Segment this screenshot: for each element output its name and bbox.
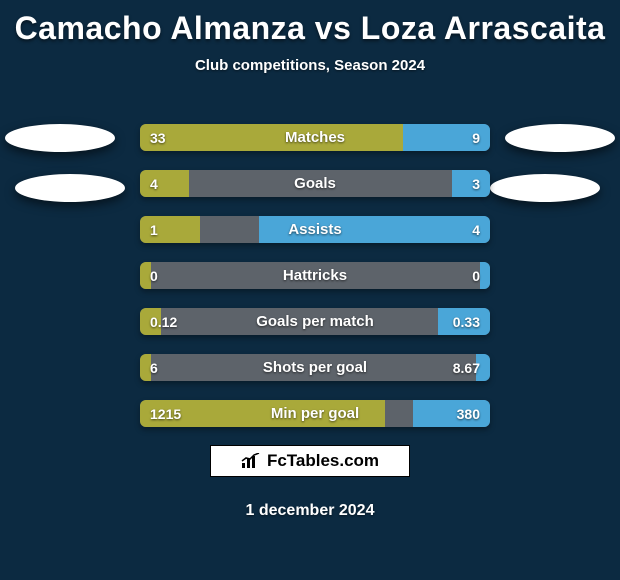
comparison-row: 68.67Shots per goal bbox=[140, 354, 490, 381]
right-team-logo-2 bbox=[490, 174, 600, 202]
row-label: Assists bbox=[140, 216, 490, 243]
date-label: 1 december 2024 bbox=[0, 502, 620, 520]
row-label: Matches bbox=[140, 124, 490, 151]
row-label: Min per goal bbox=[140, 400, 490, 427]
comparison-row: 0.120.33Goals per match bbox=[140, 308, 490, 335]
left-team-logo-1 bbox=[5, 124, 115, 152]
comparison-row: 14Assists bbox=[140, 216, 490, 243]
row-label: Goals bbox=[140, 170, 490, 197]
row-label: Shots per goal bbox=[140, 354, 490, 381]
brand-box: FcTables.com bbox=[210, 445, 410, 477]
brand-text: FcTables.com bbox=[267, 451, 379, 471]
comparison-row: 1215380Min per goal bbox=[140, 400, 490, 427]
chart-icon bbox=[241, 453, 261, 469]
comparison-rows: 339Matches 43Goals 14Assists 00Hattricks 0.1… bbox=[140, 124, 490, 446]
comparison-row: 43Goals bbox=[140, 170, 490, 197]
comparison-row: 339Matches bbox=[140, 124, 490, 151]
left-team-logo-2 bbox=[15, 174, 125, 202]
right-team-logo-1 bbox=[505, 124, 615, 152]
page-title: Camacho Almanza vs Loza Arrascaita bbox=[0, 0, 620, 47]
row-label: Hattricks bbox=[140, 262, 490, 289]
row-label: Goals per match bbox=[140, 308, 490, 335]
stage: Camacho Almanza vs Loza Arrascaita Club … bbox=[0, 0, 620, 580]
comparison-row: 00Hattricks bbox=[140, 262, 490, 289]
page-subtitle: Club competitions, Season 2024 bbox=[0, 57, 620, 74]
